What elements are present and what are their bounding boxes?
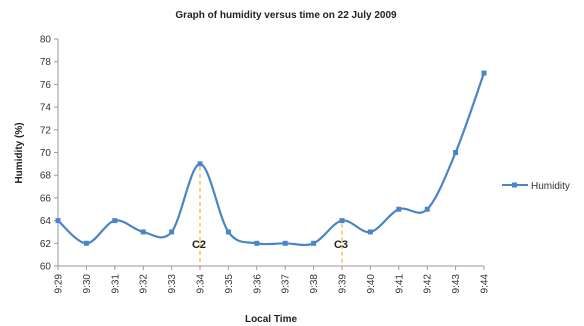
y-tick-label: 70 (40, 148, 52, 159)
x-tick-label: 9:29 (54, 274, 65, 294)
y-tick-label: 60 (40, 262, 52, 273)
x-tick-label: 9:37 (281, 274, 292, 294)
data-point (311, 240, 317, 246)
data-point (55, 218, 61, 224)
x-tick-label: 9:44 (480, 274, 491, 294)
x-tick-label: 9:41 (394, 274, 405, 294)
legend-label: Humidity (531, 181, 570, 192)
x-tick-label: 9:40 (366, 274, 377, 294)
data-point (225, 229, 231, 235)
annotation-label: C3 (334, 239, 348, 251)
data-point (339, 218, 345, 224)
x-tick-label: 9:36 (252, 274, 263, 294)
data-point (83, 240, 89, 246)
series-group (55, 70, 487, 247)
annotations: C2 C3 (192, 166, 348, 266)
chart-title: Graph of humidity versus time on 22 July… (175, 10, 397, 21)
x-tick-label: 9:38 (309, 274, 320, 294)
y-tick-label: 74 (40, 103, 52, 114)
data-point (140, 229, 146, 235)
y-tick-label: 62 (40, 239, 52, 250)
y-tick-label: 76 (40, 80, 52, 91)
x-tick-label: 9:34 (196, 274, 207, 294)
y-tick-label: 64 (40, 216, 52, 227)
x-tick-label: 9:35 (224, 274, 235, 294)
y-axis-title: Humidity (%) (14, 122, 25, 183)
data-point (169, 229, 175, 235)
data-point (424, 206, 430, 212)
y-tick-label: 72 (40, 125, 52, 136)
data-point (282, 240, 288, 246)
y-tick-label: 80 (40, 35, 52, 46)
x-tick-label: 9:31 (110, 274, 121, 294)
y-tick-label: 68 (40, 171, 52, 182)
x-tick-label: 9:30 (82, 274, 93, 294)
x-tick-label: 9:43 (451, 274, 462, 294)
data-point (396, 206, 402, 212)
x-axis-title: Local Time (245, 314, 297, 325)
series-line-humidity (57, 72, 486, 247)
data-point (254, 240, 260, 246)
x-tick-label: 9:33 (167, 274, 178, 294)
x-tick-label: 9:42 (423, 274, 434, 294)
data-point (367, 229, 373, 235)
legend: Humidity (502, 181, 570, 192)
x-axis-ticks: 9:29 9:30 9:31 9:32 9:33 9:34 9:35 9:36 9:37 9:38… (54, 266, 491, 293)
data-point (453, 150, 459, 155)
legend-marker (512, 182, 517, 188)
y-tick-label: 66 (40, 193, 52, 204)
x-tick-label: 9:39 (338, 274, 349, 294)
data-point (197, 161, 203, 167)
annotation-label: C2 (192, 239, 206, 251)
x-tick-label: 9:32 (139, 274, 150, 294)
data-point (112, 218, 118, 224)
y-tick-label: 78 (40, 57, 52, 68)
data-point (481, 70, 487, 76)
y-axis-ticks: 60 62 64 66 68 70 72 74 76 78 80 (40, 35, 58, 273)
